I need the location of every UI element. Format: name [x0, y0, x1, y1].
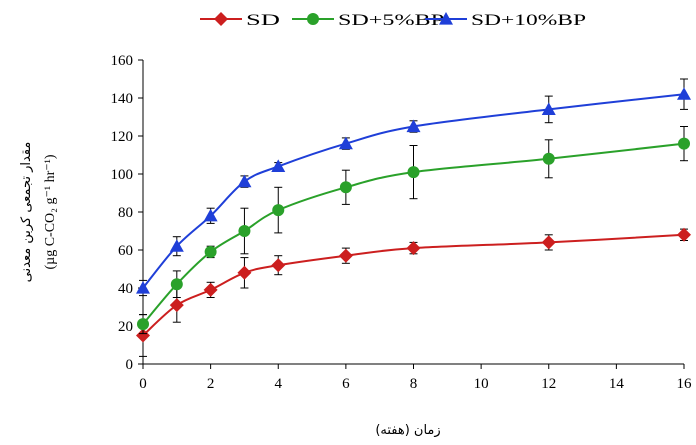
data-point	[541, 235, 556, 250]
data-point	[238, 225, 251, 237]
data-point	[271, 258, 286, 273]
data-point	[338, 136, 353, 150]
data-point	[272, 204, 285, 217]
legend-label: SD	[246, 12, 280, 29]
data-point	[677, 87, 691, 100]
x-tick-label: 2	[207, 376, 215, 392]
x-tick-label: 12	[541, 376, 556, 392]
data-point	[406, 119, 421, 133]
y-tick-label: 160	[111, 53, 134, 69]
data-point	[339, 181, 352, 194]
x-tick-label: 0	[139, 376, 147, 392]
y-tick-label: 100	[111, 167, 134, 183]
data-point	[237, 174, 252, 188]
legend-marker	[307, 13, 319, 25]
legend-item: SD	[200, 12, 280, 29]
legend-label: SD+5%BP	[338, 12, 444, 29]
y-tick-label: 40	[118, 281, 133, 297]
y-tick-label: 60	[118, 243, 133, 259]
data-point	[542, 152, 555, 165]
data-point	[169, 298, 184, 313]
data-point	[203, 282, 218, 297]
data-point	[407, 166, 420, 179]
data-point	[271, 159, 286, 172]
x-axis-title: زمان (هفته)	[375, 423, 440, 438]
legend: SD SD+5%BP SD+10%BP	[200, 12, 586, 29]
y-tick-label: 20	[118, 319, 133, 335]
y-tick-label: 0	[126, 357, 134, 373]
data-point	[677, 227, 691, 242]
x-tick-label: 14	[609, 376, 625, 392]
data-point	[203, 208, 218, 222]
series-1	[137, 126, 690, 335]
y-tick-label: 120	[111, 129, 134, 145]
data-point	[136, 328, 150, 343]
data-point	[541, 102, 556, 115]
data-point	[137, 318, 149, 331]
x-tick-label: 6	[342, 376, 350, 392]
data-point	[678, 137, 690, 150]
data-point	[237, 265, 252, 280]
y-tick-label: 140	[111, 91, 134, 107]
series-2	[136, 78, 691, 297]
x-tick-label: 8	[410, 376, 418, 392]
data-point	[204, 245, 217, 258]
series-0	[136, 227, 691, 357]
data-point	[406, 241, 421, 256]
data-point	[169, 239, 184, 252]
data-point	[170, 278, 183, 291]
axes: 0 20 40 60 80 100 120 140 160 0 2 4 6 8 10 12 14 16	[111, 53, 693, 392]
x-tick-label: 4	[275, 376, 283, 392]
legend-label: SD+10%BP	[471, 12, 586, 29]
legend-marker	[214, 12, 228, 26]
legend-marker	[439, 12, 453, 25]
legend-item: SD+5%BP	[292, 12, 444, 29]
x-tick-label: 10	[474, 376, 489, 392]
x-tick-label: 16	[677, 376, 693, 392]
legend-item: SD+10%BP	[425, 12, 586, 29]
data-point	[136, 281, 150, 294]
y-axis-units: (µg C-CO₂ g⁻¹ hr⁻¹)	[43, 154, 58, 269]
y-axis-title: مقدار تجمعی کربن معدنی	[19, 142, 34, 283]
series-layer	[136, 78, 691, 357]
data-point	[338, 248, 353, 263]
y-tick-label: 80	[118, 205, 133, 221]
